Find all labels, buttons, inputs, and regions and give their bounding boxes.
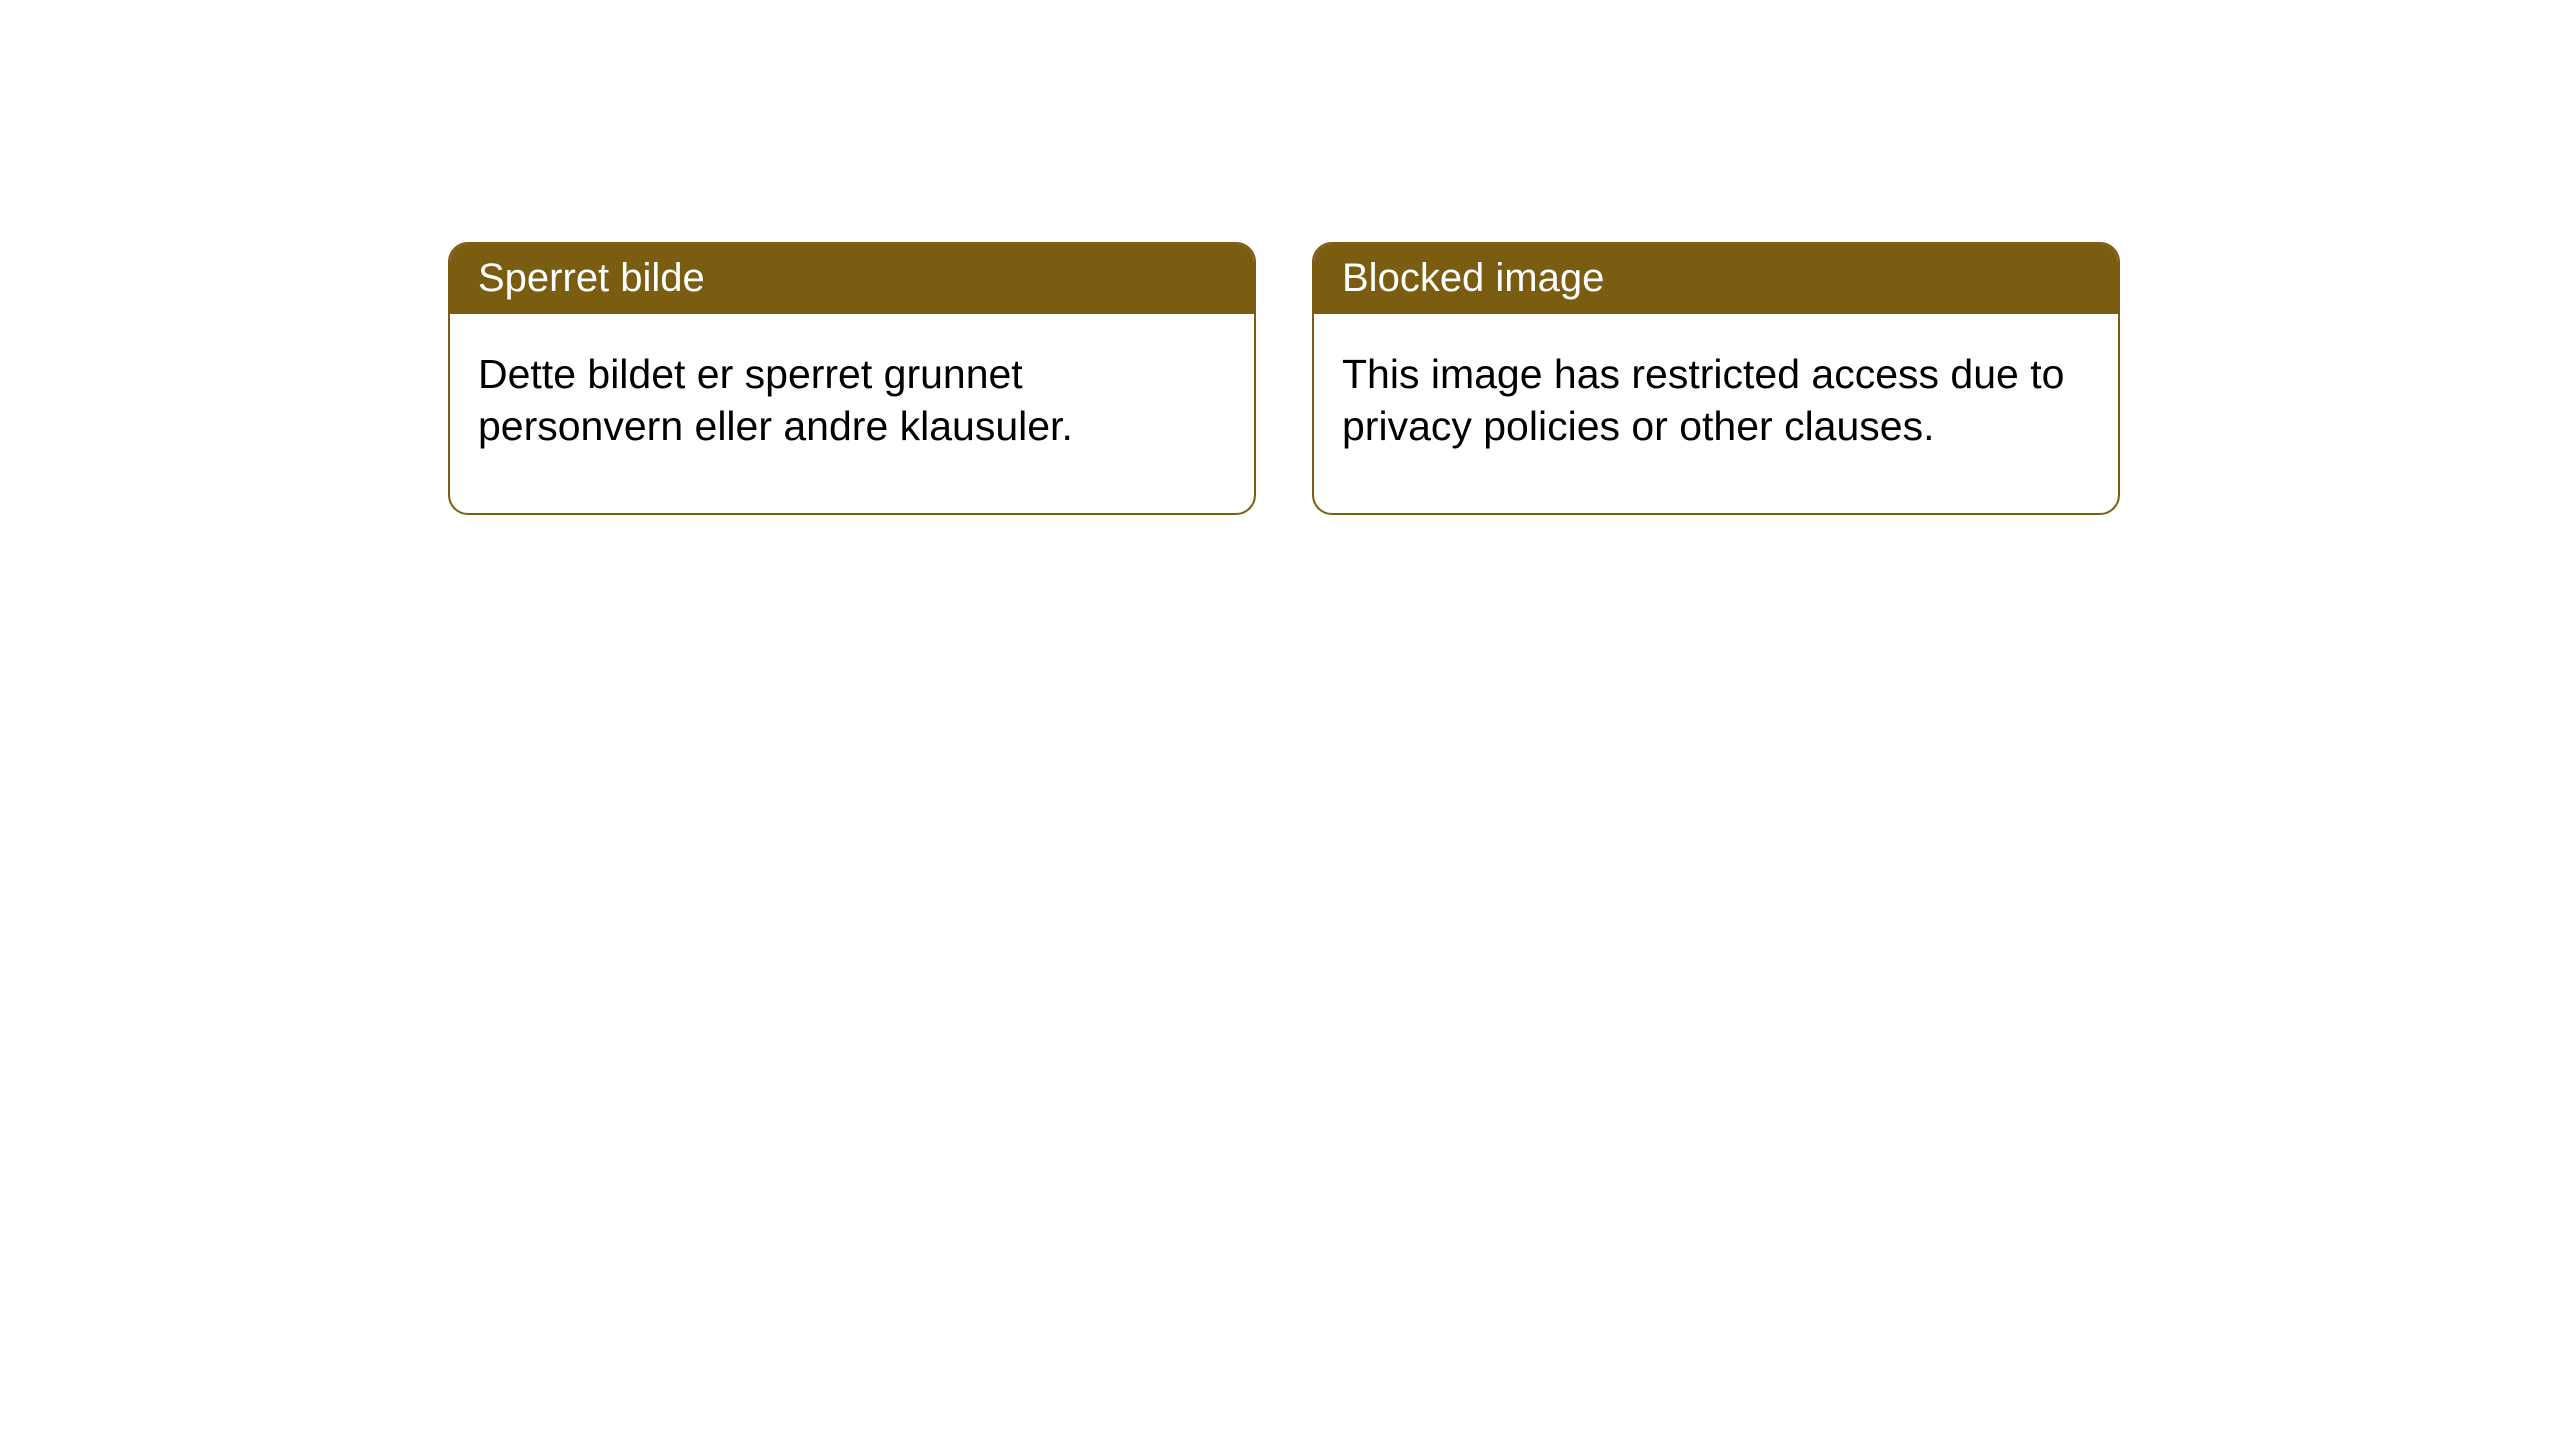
notice-cards-container: Sperret bilde Dette bildet er sperret gr… [0,0,2560,515]
card-title: Sperret bilde [478,256,705,300]
card-message: Dette bildet er sperret grunnet personve… [478,351,1073,449]
notice-card-english: Blocked image This image has restricted … [1312,242,2120,515]
card-body: Dette bildet er sperret grunnet personve… [450,314,1254,513]
card-title: Blocked image [1342,256,1604,300]
card-header: Sperret bilde [450,244,1254,314]
notice-card-norwegian: Sperret bilde Dette bildet er sperret gr… [448,242,1256,515]
card-message: This image has restricted access due to … [1342,351,2064,449]
card-body: This image has restricted access due to … [1314,314,2118,513]
card-header: Blocked image [1314,244,2118,314]
